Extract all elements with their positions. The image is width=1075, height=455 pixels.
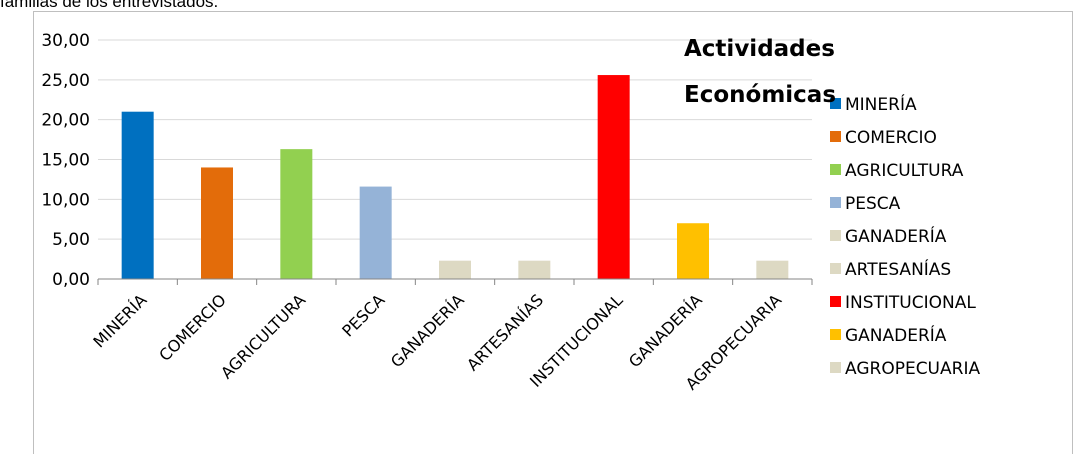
y-tick-label: 15,00 <box>41 151 90 171</box>
legend-label: AGRICULTURA <box>845 161 964 181</box>
legend-swatch <box>830 329 841 340</box>
legend-label: INSTITUCIONAL <box>845 293 976 313</box>
x-tick-label: COMERCIO <box>155 290 230 365</box>
x-tick-label: ARTESANÍAS <box>463 290 547 374</box>
y-axis-ticks: 0,00 5,00 10,00 15,00 20,00 25,00 30,00 <box>41 31 90 290</box>
x-tick-label: GANADERÍA <box>625 290 706 371</box>
bar-5 <box>439 260 471 279</box>
x-tick-label: MINERÍA <box>89 290 150 351</box>
legend-swatch <box>830 164 841 175</box>
legend-swatch <box>830 131 841 142</box>
chart-frame <box>33 11 1073 454</box>
x-tick-label: PESCA <box>338 290 388 340</box>
y-tick-label: 10,00 <box>41 190 90 210</box>
y-tick-label: 0,00 <box>52 270 90 290</box>
bar-8 <box>677 223 709 279</box>
legend-label: ARTESANÍAS <box>845 258 951 280</box>
y-tick-label: 20,00 <box>41 111 90 131</box>
legend-swatch <box>830 362 841 373</box>
bars <box>121 75 789 279</box>
bar-4 <box>359 186 392 279</box>
legend-swatch <box>830 197 841 208</box>
legend-label: GANADERÍA <box>845 225 947 247</box>
legend: MINERÍA COMERCIO AGRICULTURA PESCA GANADERÍA… <box>830 93 980 379</box>
chart-title: Actividades Económicas <box>684 36 836 108</box>
bar-1 <box>121 111 154 279</box>
y-tick-label: 25,00 <box>41 71 90 91</box>
legend-label: AGROPECUARIA <box>845 359 980 379</box>
bar-2 <box>201 167 233 279</box>
bar-9 <box>756 260 789 279</box>
x-tick-label: GANADERÍA <box>387 290 468 371</box>
legend-swatch <box>830 98 841 109</box>
chart-title-line: Actividades <box>684 36 835 62</box>
bar-7 <box>597 75 630 279</box>
caption-text: familias de los entrevistados. <box>0 0 219 11</box>
legend-swatch <box>830 230 841 241</box>
chart-title-line: Económicas <box>684 82 836 108</box>
x-tick-label: AGRICULTURA <box>217 290 309 382</box>
y-tick-label: 30,00 <box>41 31 90 51</box>
legend-swatch <box>830 263 841 274</box>
legend-label: COMERCIO <box>845 128 937 148</box>
legend-label: MINERÍA <box>845 93 917 115</box>
legend-label: PESCA <box>845 194 901 214</box>
bar-3 <box>280 149 313 279</box>
y-tick-label: 5,00 <box>52 230 90 250</box>
x-axis <box>97 278 813 285</box>
legend-swatch <box>830 296 841 307</box>
bar-6 <box>518 260 551 279</box>
legend-label: GANADERÍA <box>845 324 947 346</box>
